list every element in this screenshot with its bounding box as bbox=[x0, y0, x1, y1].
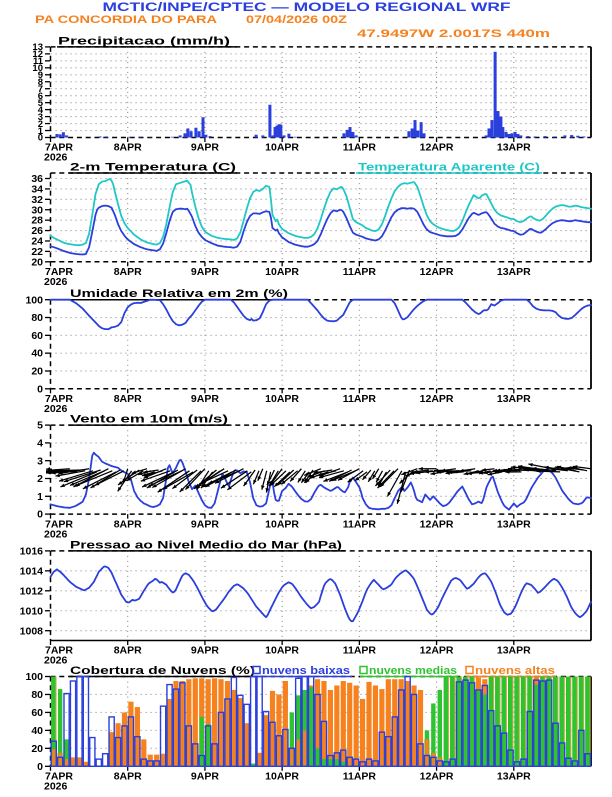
svg-text:5: 5 bbox=[37, 420, 43, 432]
svg-text:Pressao ao Nivel Medio do Mar: Pressao ao Nivel Medio do Mar (hPa) bbox=[70, 539, 342, 551]
svg-text:11APR: 11APR bbox=[343, 393, 377, 405]
svg-text:10APR: 10APR bbox=[265, 645, 299, 657]
svg-text:30: 30 bbox=[31, 204, 43, 216]
svg-text:07/04/2026 00Z: 07/04/2026 00Z bbox=[246, 14, 348, 26]
svg-text:13APR: 13APR bbox=[497, 771, 531, 783]
svg-text:40: 40 bbox=[31, 725, 43, 737]
svg-text:8APR: 8APR bbox=[114, 645, 142, 657]
svg-text:24: 24 bbox=[31, 236, 43, 248]
svg-text:1014: 1014 bbox=[20, 565, 44, 577]
svg-text:26: 26 bbox=[31, 225, 43, 237]
svg-text:2: 2 bbox=[37, 473, 43, 485]
svg-text:3: 3 bbox=[37, 455, 43, 467]
svg-text:8APR: 8APR bbox=[114, 518, 142, 530]
svg-text:0: 0 bbox=[37, 383, 43, 395]
svg-text:11APR: 11APR bbox=[343, 266, 377, 278]
svg-text:10APR: 10APR bbox=[265, 393, 299, 405]
svg-text:9APR: 9APR bbox=[191, 266, 219, 278]
svg-text:20: 20 bbox=[31, 256, 43, 268]
svg-text:Cobertura de Nuvens (%): Cobertura de Nuvens (%) bbox=[70, 665, 255, 677]
svg-text:Precipitacao (mm/h): Precipitacao (mm/h) bbox=[58, 35, 231, 47]
svg-text:28: 28 bbox=[31, 215, 43, 227]
svg-text:2026: 2026 bbox=[44, 152, 68, 164]
svg-text:60: 60 bbox=[31, 330, 43, 342]
svg-text:9APR: 9APR bbox=[191, 393, 219, 405]
svg-text:12APR: 12APR bbox=[420, 771, 454, 783]
svg-text:4: 4 bbox=[37, 438, 43, 450]
svg-text:8APR: 8APR bbox=[114, 393, 142, 405]
svg-text:Temperatura Aparente (C): Temperatura Aparente (C) bbox=[358, 161, 540, 173]
svg-text:8APR: 8APR bbox=[114, 142, 142, 154]
svg-text:13: 13 bbox=[32, 42, 43, 53]
svg-text:13APR: 13APR bbox=[497, 518, 531, 530]
svg-text:80: 80 bbox=[31, 689, 43, 701]
svg-text:11APR: 11APR bbox=[343, 142, 377, 154]
svg-text:32: 32 bbox=[31, 194, 43, 206]
svg-text:100: 100 bbox=[25, 294, 43, 306]
svg-text:40: 40 bbox=[31, 348, 43, 360]
svg-text:20: 20 bbox=[31, 366, 43, 378]
svg-text:13APR: 13APR bbox=[497, 645, 531, 657]
svg-text:10APR: 10APR bbox=[265, 142, 299, 154]
svg-text:13APR: 13APR bbox=[497, 142, 531, 154]
svg-text:MCTIC/INPE/CPTEC — MODELO REGI: MCTIC/INPE/CPTEC — MODELO REGIONAL WRF bbox=[103, 0, 511, 14]
svg-text:nuvens medias: nuvens medias bbox=[369, 665, 457, 677]
svg-text:0: 0 bbox=[37, 509, 43, 521]
svg-text:0: 0 bbox=[37, 761, 43, 773]
svg-text:11APR: 11APR bbox=[343, 771, 377, 783]
svg-text:34: 34 bbox=[31, 184, 43, 196]
svg-text:nuvens baixas: nuvens baixas bbox=[262, 665, 350, 677]
svg-text:11APR: 11APR bbox=[343, 645, 377, 657]
svg-text:10APR: 10APR bbox=[265, 266, 299, 278]
svg-text:36: 36 bbox=[31, 173, 43, 185]
svg-text:8APR: 8APR bbox=[114, 266, 142, 278]
svg-text:10APR: 10APR bbox=[265, 771, 299, 783]
svg-text:2026: 2026 bbox=[44, 781, 68, 793]
svg-text:12APR: 12APR bbox=[420, 393, 454, 405]
svg-text:9APR: 9APR bbox=[191, 142, 219, 154]
svg-text:12APR: 12APR bbox=[420, 142, 454, 154]
svg-text:Umidade Relativa em 2m (%): Umidade Relativa em 2m (%) bbox=[70, 288, 288, 300]
svg-text:100: 100 bbox=[25, 671, 43, 683]
svg-text:2026: 2026 bbox=[44, 403, 68, 415]
svg-text:12APR: 12APR bbox=[420, 645, 454, 657]
svg-text:1012: 1012 bbox=[20, 585, 44, 597]
svg-text:1010: 1010 bbox=[20, 605, 44, 617]
svg-text:10APR: 10APR bbox=[265, 518, 299, 530]
svg-text:1008: 1008 bbox=[20, 625, 44, 637]
svg-text:80: 80 bbox=[31, 312, 43, 324]
svg-text:1016: 1016 bbox=[20, 546, 44, 558]
svg-text:2-m Temperatura (C): 2-m Temperatura (C) bbox=[70, 161, 237, 173]
svg-text:2026: 2026 bbox=[44, 276, 68, 288]
svg-text:9APR: 9APR bbox=[191, 518, 219, 530]
svg-text:2026: 2026 bbox=[44, 528, 68, 540]
svg-text:8APR: 8APR bbox=[114, 771, 142, 783]
svg-text:12APR: 12APR bbox=[420, 266, 454, 278]
svg-text:60: 60 bbox=[31, 707, 43, 719]
svg-text:13APR: 13APR bbox=[497, 266, 531, 278]
svg-text:9APR: 9APR bbox=[191, 771, 219, 783]
svg-text:13APR: 13APR bbox=[497, 393, 531, 405]
svg-text:2026: 2026 bbox=[44, 655, 68, 667]
svg-text:PA CONCORDIA DO PARA: PA CONCORDIA DO PARA bbox=[35, 14, 217, 26]
svg-text:1: 1 bbox=[37, 491, 43, 503]
svg-text:12APR: 12APR bbox=[420, 518, 454, 530]
svg-text:Vento em 10m (m/s): Vento em 10m (m/s) bbox=[70, 414, 228, 426]
svg-text:47.9497W 2.0017S 440m: 47.9497W 2.0017S 440m bbox=[357, 28, 550, 40]
svg-text:20: 20 bbox=[31, 743, 43, 755]
svg-text:11APR: 11APR bbox=[343, 518, 377, 530]
svg-text:22: 22 bbox=[31, 246, 43, 258]
svg-text:9APR: 9APR bbox=[191, 645, 219, 657]
svg-text:nuvens altas: nuvens altas bbox=[475, 665, 555, 677]
